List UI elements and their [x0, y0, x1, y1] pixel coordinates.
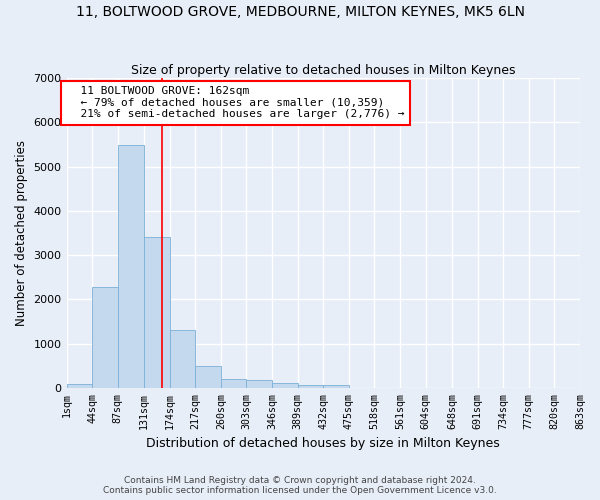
X-axis label: Distribution of detached houses by size in Milton Keynes: Distribution of detached houses by size … — [146, 437, 500, 450]
Text: 11, BOLTWOOD GROVE, MEDBOURNE, MILTON KEYNES, MK5 6LN: 11, BOLTWOOD GROVE, MEDBOURNE, MILTON KE… — [76, 5, 524, 19]
Title: Size of property relative to detached houses in Milton Keynes: Size of property relative to detached ho… — [131, 64, 515, 77]
Bar — [247, 380, 272, 388]
Bar — [323, 386, 349, 388]
Bar — [221, 379, 247, 388]
Bar — [170, 330, 195, 388]
Text: Contains HM Land Registry data © Crown copyright and database right 2024.
Contai: Contains HM Land Registry data © Crown c… — [103, 476, 497, 495]
Bar — [118, 145, 144, 388]
Bar — [92, 287, 118, 388]
Bar — [67, 384, 92, 388]
Y-axis label: Number of detached properties: Number of detached properties — [15, 140, 28, 326]
Bar — [298, 384, 323, 388]
Text: 11 BOLTWOOD GROVE: 162sqm
  ← 79% of detached houses are smaller (10,359)
  21% : 11 BOLTWOOD GROVE: 162sqm ← 79% of detac… — [67, 86, 404, 120]
Bar — [144, 236, 170, 388]
Bar — [195, 366, 221, 388]
Bar — [272, 384, 298, 388]
